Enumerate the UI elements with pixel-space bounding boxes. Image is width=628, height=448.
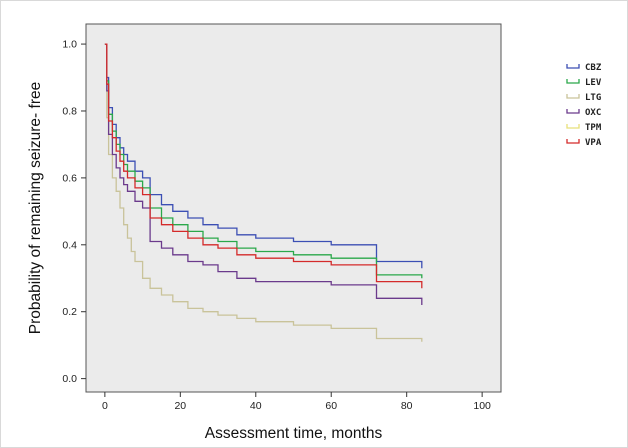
y-tick-label: 1.0 (62, 39, 77, 51)
y-tick-label: 0.0 (62, 373, 77, 385)
legend-swatch-cbz (566, 64, 580, 69)
series-line-oxc (104, 43, 423, 305)
y-tick-label: 0.2 (62, 306, 77, 318)
legend-swatch-ltg (566, 94, 580, 99)
y-tick-label: 0.6 (62, 172, 77, 184)
legend-label-tpm: TPM (585, 123, 602, 133)
legend: CBZ LEV LTG OXC TPM VPA (566, 63, 602, 148)
legend-label-ltg: LTG (585, 93, 601, 103)
x-tick-label: 0 (102, 400, 108, 412)
legend-swatch-vpa (566, 139, 580, 144)
x-tick-label: 80 (401, 400, 413, 412)
y-tick-label: 0.4 (62, 239, 77, 251)
series-line-cbz (104, 43, 423, 269)
legend-swatch-oxc (566, 109, 580, 114)
series-layer (104, 43, 423, 342)
x-axis: 0 20 40 60 80 100 (102, 392, 491, 412)
legend-label-cbz: CBZ (585, 63, 602, 73)
x-tick-label: 20 (174, 400, 186, 412)
series-line-vpa (104, 43, 423, 289)
legend-label-oxc: OXC (585, 108, 601, 118)
legend-swatch-lev (566, 79, 580, 84)
legend-label-lev: LEV (585, 78, 602, 88)
legend-swatch-tpm (566, 124, 580, 129)
y-tick-label: 0.8 (62, 105, 77, 117)
series-line-ltg (104, 43, 423, 342)
y-axis: 0.0 0.2 0.4 0.6 0.8 1.0 (62, 39, 86, 385)
x-axis-title: Assessment time, months (205, 425, 383, 442)
x-tick-label: 60 (325, 400, 337, 412)
x-tick-label: 40 (250, 400, 262, 412)
y-axis-title: Probability of remaining seizure- free (27, 82, 44, 334)
x-tick-label: 100 (473, 400, 491, 412)
series-line-lev (104, 43, 423, 279)
legend-label-vpa: VPA (585, 138, 602, 148)
